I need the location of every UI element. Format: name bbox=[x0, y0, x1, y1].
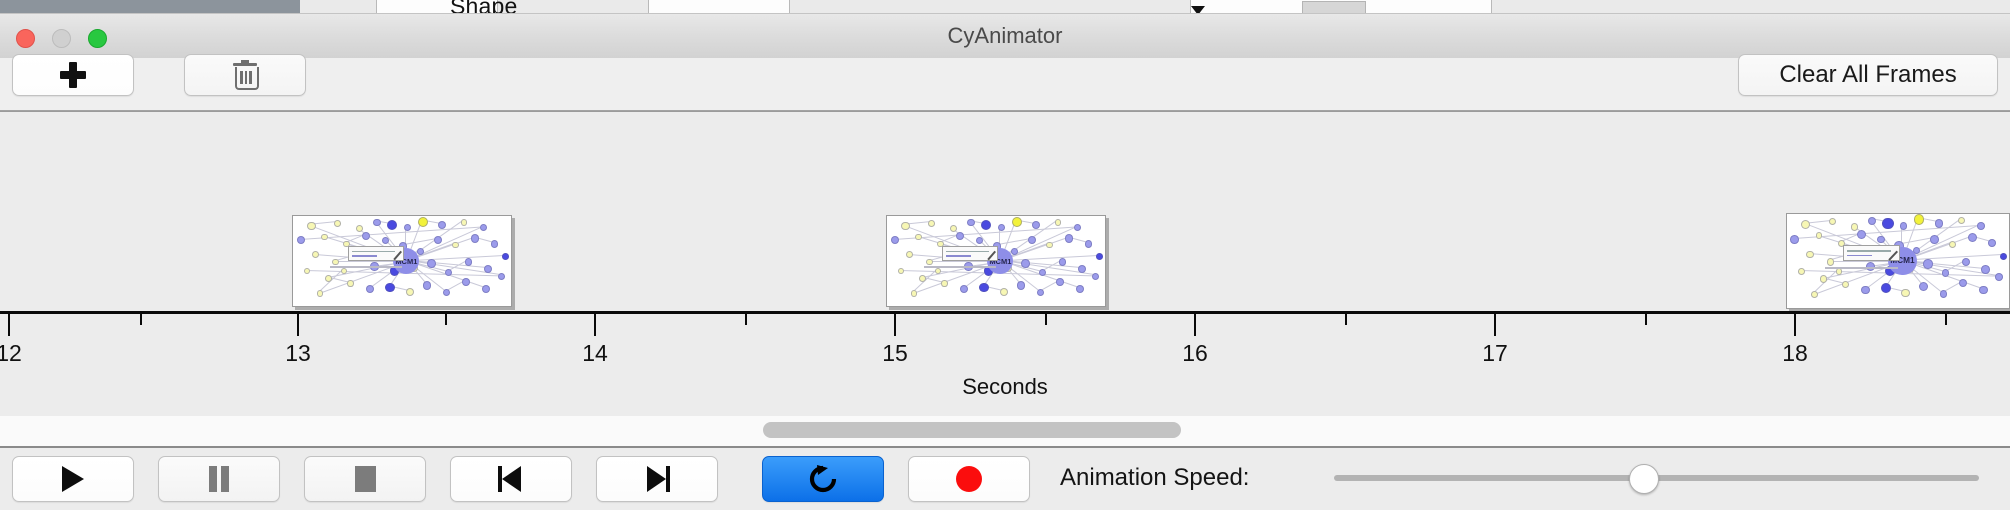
annotation-text bbox=[924, 266, 996, 269]
plus-icon bbox=[60, 62, 86, 88]
add-frame-button[interactable] bbox=[12, 54, 134, 96]
axis-tick-label: 17 bbox=[1482, 340, 1508, 366]
background-window-titlebar bbox=[0, 0, 300, 14]
axis-tick-major bbox=[594, 314, 596, 336]
axis-tick-major bbox=[8, 314, 10, 336]
record-icon bbox=[956, 466, 982, 492]
axis-title: Seconds bbox=[962, 374, 1048, 399]
title-bar: CyAnimator bbox=[0, 14, 2010, 59]
playback-controls: Animation Speed: bbox=[0, 448, 2010, 510]
axis-tick-minor bbox=[1345, 314, 1347, 325]
background-window-strip: Shape bbox=[0, 0, 2010, 14]
network-thumbnail: MCM1 bbox=[293, 216, 511, 306]
stop-button[interactable] bbox=[304, 456, 426, 502]
axis-tick-major bbox=[297, 314, 299, 336]
background-window-button[interactable] bbox=[1302, 1, 1366, 14]
axis-tick-label: 13 bbox=[285, 340, 311, 366]
axis-tick-major bbox=[1794, 314, 1796, 336]
annotation-text bbox=[330, 266, 402, 269]
axis-tick-label: 18 bbox=[1782, 340, 1808, 366]
skip-back-icon bbox=[498, 466, 524, 492]
window-title: CyAnimator bbox=[947, 23, 1063, 48]
network-thumbnail: MCM1 bbox=[1787, 214, 2009, 308]
animation-speed-slider-thumb[interactable] bbox=[1629, 464, 1659, 494]
axis-tick-label: 16 bbox=[1182, 340, 1208, 366]
axis-tick-major bbox=[1494, 314, 1496, 336]
clear-all-frames-button[interactable]: Clear All Frames bbox=[1738, 54, 1998, 96]
axis-tick-label: 12 bbox=[0, 340, 22, 366]
toolbar bbox=[0, 58, 2010, 111]
loop-icon bbox=[809, 465, 837, 493]
play-icon bbox=[62, 466, 84, 492]
axis-tick-minor bbox=[445, 314, 447, 325]
record-button[interactable] bbox=[908, 456, 1030, 502]
close-button[interactable] bbox=[16, 29, 35, 48]
previous-frame-button[interactable] bbox=[450, 456, 572, 502]
next-frame-button[interactable] bbox=[596, 456, 718, 502]
axis-tick-major bbox=[894, 314, 896, 336]
axis-tick-minor bbox=[140, 314, 142, 325]
background-sort-arrow-icon bbox=[1191, 6, 1205, 14]
trash-icon bbox=[233, 60, 259, 90]
axis-tick-minor bbox=[745, 314, 747, 325]
axis-tick-major bbox=[1194, 314, 1196, 336]
pause-button[interactable] bbox=[158, 456, 280, 502]
play-button[interactable] bbox=[12, 456, 134, 502]
axis-tick-minor bbox=[1045, 314, 1047, 325]
network-thumbnail: MCM1 bbox=[887, 216, 1105, 306]
delete-frame-button[interactable] bbox=[184, 54, 306, 96]
callout-box bbox=[1842, 245, 1900, 262]
axis-tick-label: 15 bbox=[882, 340, 908, 366]
stop-icon bbox=[354, 466, 376, 492]
axis-tick-minor bbox=[1945, 314, 1947, 325]
skip-forward-icon bbox=[644, 466, 670, 492]
pause-icon bbox=[208, 466, 230, 492]
callout-box bbox=[347, 245, 404, 262]
annotation-text bbox=[1824, 266, 1898, 269]
timeline-scrollbar[interactable] bbox=[0, 416, 2010, 448]
timeline-panel[interactable]: MCM1 MCM1 MCM1 12 13 14 15 16 17 18 Seconds bbox=[0, 111, 2010, 417]
timeline-frame[interactable]: MCM1 bbox=[1786, 213, 2010, 309]
callout-box bbox=[941, 245, 998, 262]
background-divider bbox=[0, 13, 2010, 14]
timeline-axis bbox=[0, 311, 2010, 314]
maximize-button[interactable] bbox=[88, 29, 107, 48]
background-window-label: Shape bbox=[450, 0, 518, 14]
timeline-frame[interactable]: MCM1 bbox=[886, 215, 1106, 307]
animation-speed-label: Animation Speed: bbox=[1060, 464, 1250, 491]
axis-tick-label: 14 bbox=[582, 340, 608, 366]
axis-tick-minor bbox=[1645, 314, 1647, 325]
timeline-frame[interactable]: MCM1 bbox=[292, 215, 512, 307]
scrollbar-thumb[interactable] bbox=[763, 422, 1181, 438]
loop-button[interactable] bbox=[762, 456, 884, 502]
minimize-button[interactable] bbox=[52, 29, 71, 48]
